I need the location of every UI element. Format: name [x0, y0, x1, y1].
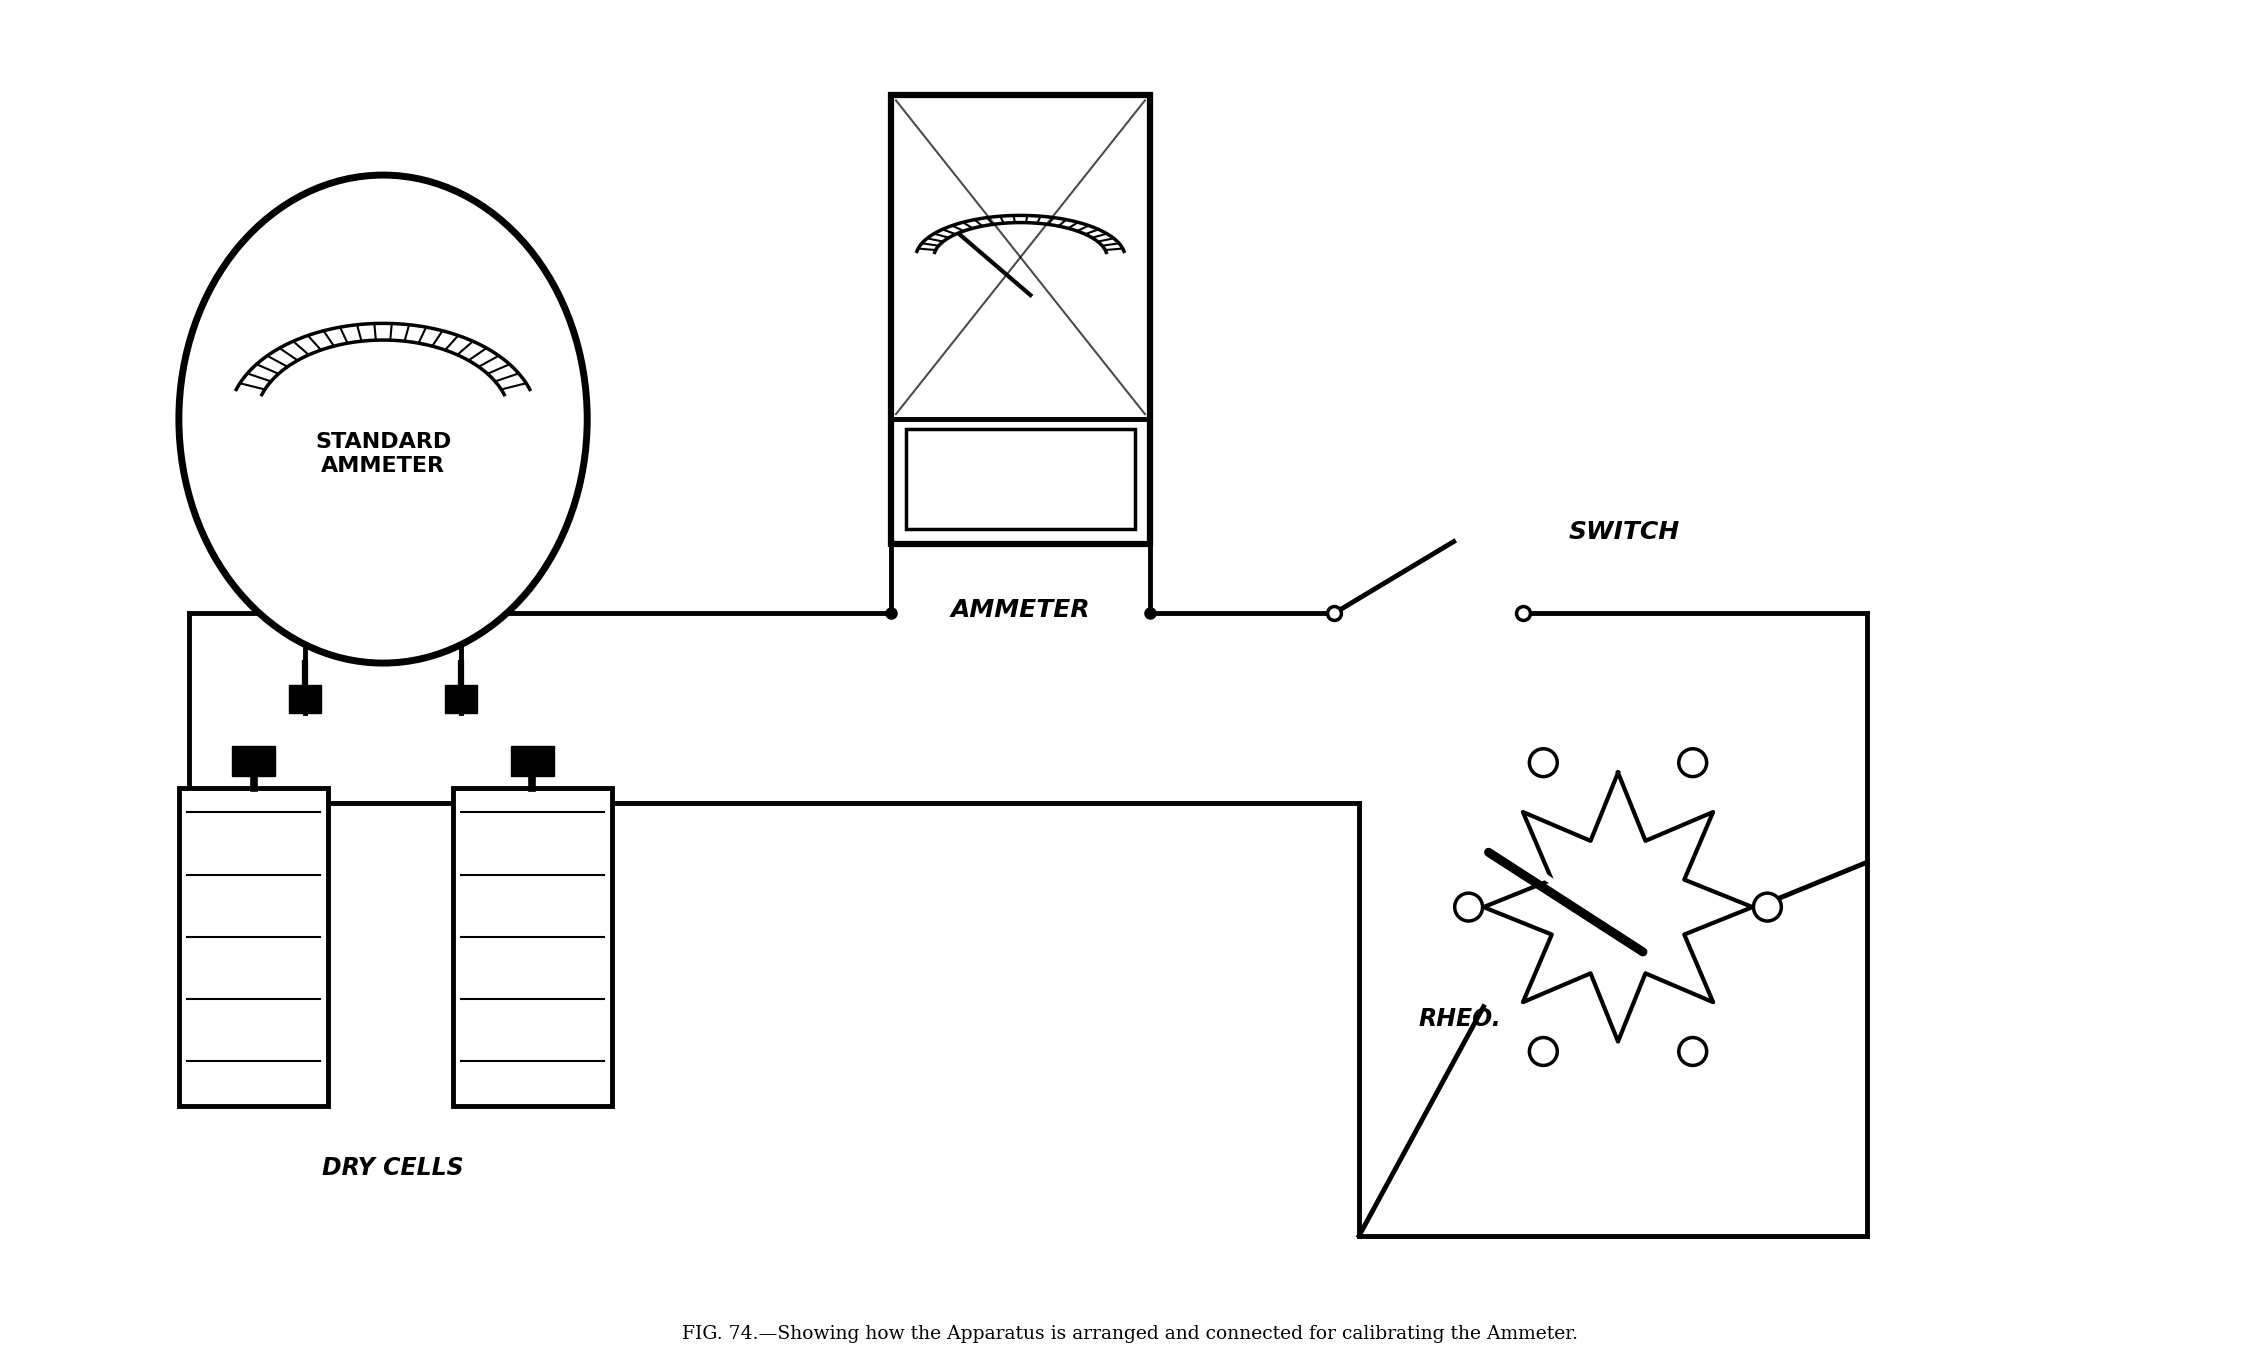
Circle shape	[1455, 893, 1482, 921]
Circle shape	[1754, 893, 1781, 921]
Text: RHEO.: RHEO.	[1419, 1007, 1503, 1030]
Bar	[905, 430, 1136, 528]
Bar	[290, 685, 321, 713]
Bar	[892, 96, 1150, 543]
Bar	[453, 788, 611, 1107]
Text: FIG. 74.—Showing how the Apparatus is arranged and connected for calibrating the: FIG. 74.—Showing how the Apparatus is ar…	[681, 1326, 1577, 1343]
Text: AMMETER: AMMETER	[950, 598, 1091, 622]
Circle shape	[1530, 748, 1557, 777]
Circle shape	[1530, 1037, 1557, 1066]
Bar	[179, 788, 328, 1107]
Circle shape	[1679, 1037, 1706, 1066]
Bar	[446, 685, 477, 713]
Circle shape	[1679, 748, 1706, 777]
Ellipse shape	[179, 175, 586, 663]
Bar	[511, 746, 554, 776]
Bar	[231, 746, 276, 776]
Text: DRY CELLS: DRY CELLS	[321, 1156, 464, 1181]
Text: SWITCH: SWITCH	[1568, 520, 1679, 543]
Text: STANDARD
AMMETER: STANDARD AMMETER	[315, 432, 450, 476]
